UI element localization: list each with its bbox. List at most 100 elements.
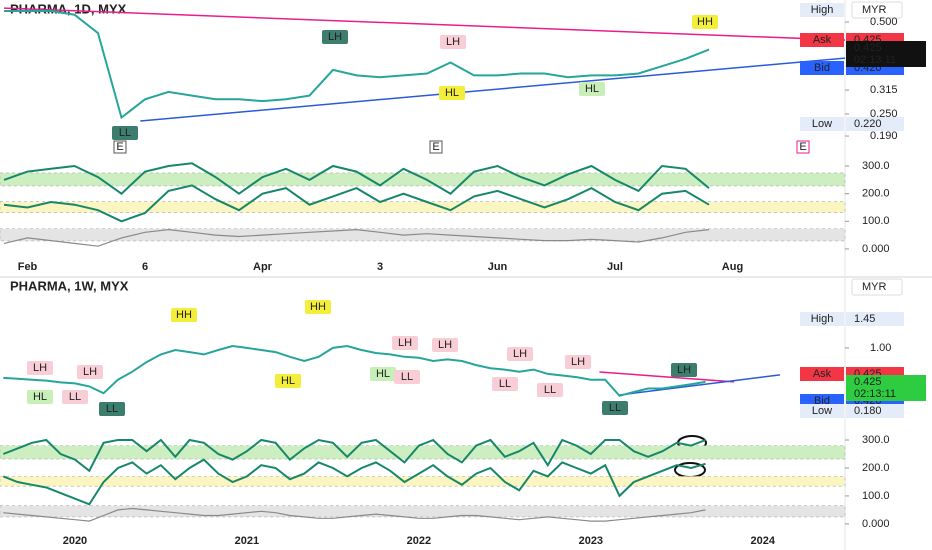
annotation: LH [513,348,527,360]
tag-label: Low [812,118,832,130]
currency: MYR [862,281,887,293]
annotation-box [27,361,53,375]
y-tick-label: 200.0 [862,462,890,474]
annotation: LH [677,364,691,376]
y-tick-label: 0.000 [862,518,890,530]
y-tick-label: 300.0 [862,160,890,172]
annotation-box [27,390,53,404]
annotation-box [394,370,420,384]
indicator-band [0,228,846,242]
x-tick-label: 2022 [407,535,431,547]
chart-title: PHARMA, 1W, MYX [10,278,129,293]
tag-label: Low [812,405,832,417]
indicator-band [0,505,846,518]
indicator-line [3,162,710,195]
price-line [4,10,710,120]
last-price: 0.425 [854,376,882,388]
event-box [113,140,127,154]
event-box [796,140,810,154]
tag-label-box [800,312,844,326]
annotation: HH [310,301,326,313]
y-tick-label: 100.0 [862,490,890,502]
annotation-box [322,30,348,44]
tag-label: Bid [814,395,830,407]
price-layer [3,344,781,397]
annotation-box [565,355,591,369]
annotation: LL [544,384,556,396]
annotation: LH [83,366,97,378]
event-box [429,140,443,154]
annotation-box [537,383,563,397]
x-tick-label: 2020 [63,535,87,547]
annotation: LH [398,337,412,349]
tag-label: Bid [814,62,830,74]
annotation-box [432,338,458,352]
y-tick-label: 0.315 [870,84,898,96]
annotation: LH [33,362,47,374]
tag-label: Ask [813,34,832,46]
annotation: HL [33,391,47,403]
y-tick-label: 0.190 [870,130,898,142]
annotation-box [602,401,628,415]
event: E [799,141,806,153]
annotation: HH [697,16,713,28]
x-tick-label: Aug [722,261,743,273]
annotation: LH [438,339,452,351]
currency: MYR [862,4,887,16]
indicator-line [3,228,710,247]
y-tick-label: 0.250 [870,108,898,120]
annotation-box [112,126,138,140]
annotation-box [692,15,718,29]
x-tick-label: Apr [253,261,273,273]
x-tick-label: Feb [18,261,38,273]
chart-title: PHARMA, 1D, MYX [10,1,127,16]
annotation: HL [281,375,295,387]
x-tick-label: 6 [142,261,148,273]
annotation: LL [69,391,81,403]
annotation-box [171,308,197,322]
annotation-box [439,86,465,100]
countdown: 02:13:11 [854,388,896,400]
currency-box [851,1,903,19]
annotation-box [392,336,418,350]
tag-value: 0.180 [854,405,882,417]
last-price: 0.425 [854,42,882,54]
tag-value-box [846,404,904,418]
countdown: 02:13:11 [854,54,896,66]
tag-label: High [811,4,834,16]
event: E [116,141,123,153]
trendline [3,7,845,41]
y-tick-label: 1.00 [870,342,891,354]
annotation-box [275,374,301,388]
annotation: HL [445,87,459,99]
tag-label: Ask [813,368,832,380]
last-price-box [846,375,926,401]
annotation: LL [609,402,621,414]
indicator-line [2,458,706,506]
x-tick-label: 2021 [235,535,259,547]
y-tick-label: 200.0 [862,188,890,200]
annotation-box [99,402,125,416]
tag-value: 0.220 [854,118,882,130]
annotation-box [671,363,697,377]
tag-label-box [800,367,844,381]
annotation: HL [585,83,599,95]
tag-value-box [846,117,904,131]
indicator-band [0,445,846,460]
price-line [3,344,706,397]
indicator-line [3,184,710,223]
y-tick-label: 0.500 [870,16,898,28]
trendline [140,57,845,122]
tag-label-box [800,33,844,47]
indicator-line [2,438,706,473]
last-price-box [846,41,926,67]
indicator-band [0,201,846,214]
y-tick-label: 300.0 [862,434,890,446]
x-tick-label: 2024 [751,535,776,547]
tag-value: 1.45 [854,313,875,325]
annotation-box [440,35,466,49]
x-tick-label: Jun [488,261,508,273]
annotation-box [370,367,396,381]
annotation-box [62,390,88,404]
